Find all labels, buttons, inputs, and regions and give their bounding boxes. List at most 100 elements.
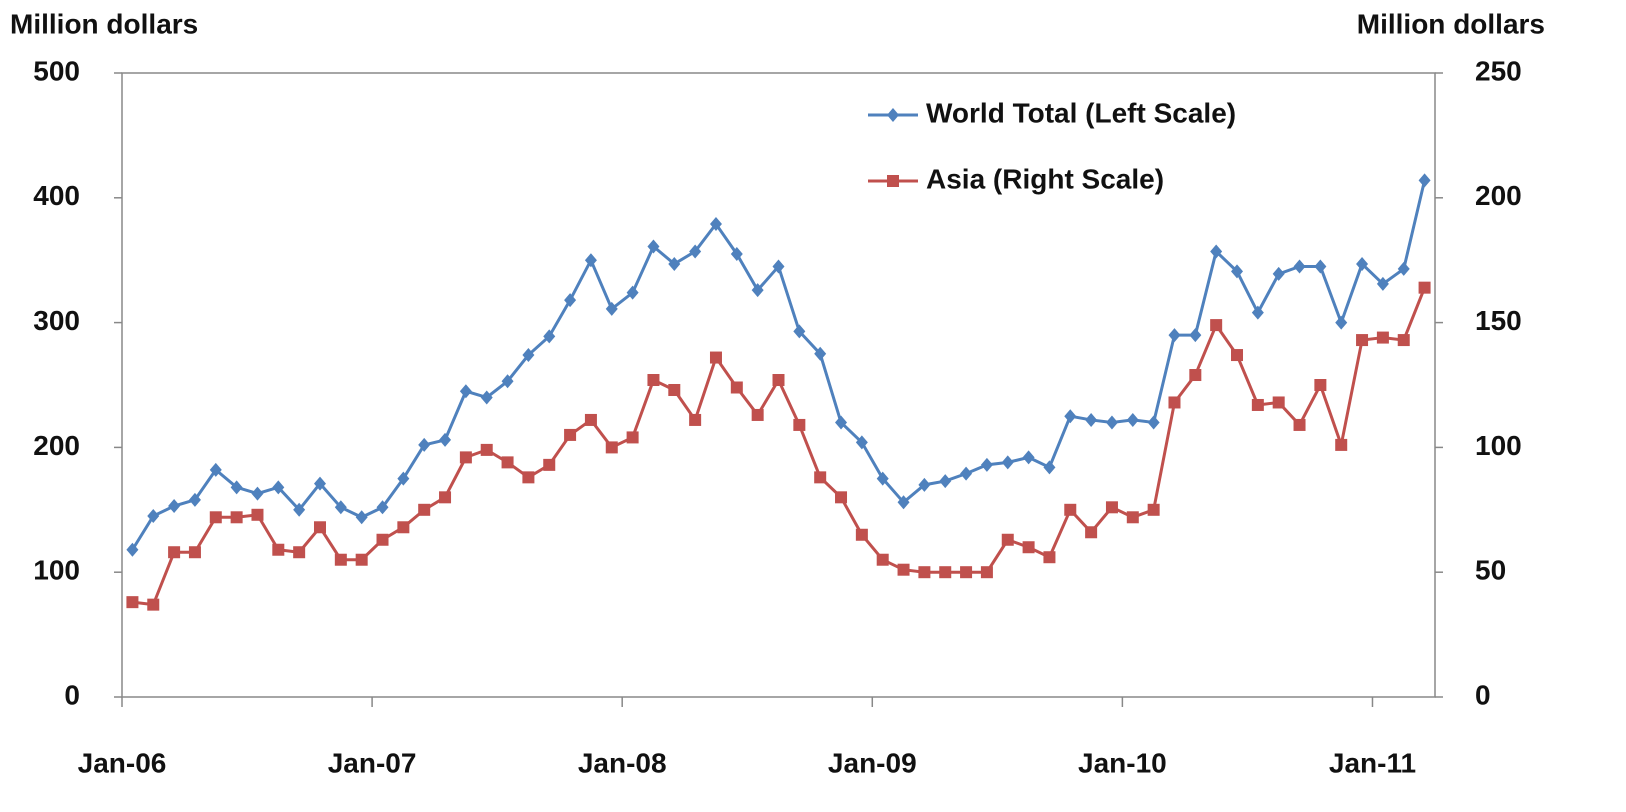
data-point bbox=[564, 293, 577, 308]
data-point bbox=[188, 492, 201, 507]
x-tick-label: Jan-06 bbox=[78, 747, 167, 778]
data-point bbox=[584, 413, 597, 426]
data-point bbox=[1085, 412, 1098, 427]
data-point bbox=[126, 596, 139, 609]
data-point bbox=[835, 491, 848, 504]
data-point bbox=[1189, 369, 1202, 382]
y-tick-label: 300 bbox=[33, 305, 80, 336]
data-point bbox=[772, 259, 785, 274]
y-axis-title: Million dollars bbox=[10, 8, 198, 39]
data-point bbox=[1147, 503, 1160, 516]
data-point bbox=[1126, 511, 1139, 524]
data-point bbox=[293, 546, 306, 559]
data-point bbox=[168, 546, 181, 559]
data-point bbox=[439, 491, 452, 504]
data-point bbox=[1397, 261, 1410, 276]
data-point bbox=[751, 408, 764, 421]
data-point bbox=[1293, 418, 1306, 431]
data-point bbox=[814, 471, 827, 484]
data-point bbox=[689, 244, 702, 259]
data-point bbox=[1418, 281, 1431, 294]
data-point bbox=[209, 462, 222, 477]
data-point bbox=[709, 217, 722, 232]
data-point bbox=[793, 418, 806, 431]
y2-tick-label: 50 bbox=[1475, 555, 1506, 586]
data-point bbox=[459, 384, 472, 399]
data-point bbox=[1210, 319, 1223, 332]
data-point bbox=[397, 471, 410, 486]
data-point bbox=[751, 283, 764, 298]
data-point bbox=[251, 508, 264, 521]
series-line bbox=[132, 287, 1426, 607]
data-point bbox=[1231, 349, 1244, 362]
data-point bbox=[1210, 244, 1223, 259]
data-point bbox=[313, 476, 326, 491]
data-point bbox=[647, 374, 660, 387]
data-point bbox=[1356, 334, 1369, 347]
legend-label: World Total (Left Scale) bbox=[926, 97, 1236, 128]
data-point bbox=[730, 246, 743, 261]
data-point bbox=[647, 239, 660, 254]
legend-marker bbox=[887, 108, 899, 122]
data-point bbox=[1022, 541, 1035, 554]
data-point bbox=[1314, 259, 1327, 274]
data-point bbox=[543, 458, 556, 471]
x-tick-label: Jan-11 bbox=[1329, 747, 1416, 778]
data-point bbox=[980, 457, 993, 472]
data-point bbox=[522, 471, 535, 484]
data-point bbox=[459, 451, 472, 464]
data-point bbox=[605, 301, 618, 316]
data-point bbox=[1064, 409, 1077, 424]
data-point bbox=[313, 521, 326, 534]
data-point bbox=[1043, 460, 1056, 475]
data-point bbox=[480, 390, 493, 405]
data-point bbox=[501, 374, 514, 389]
legend-marker bbox=[887, 175, 899, 187]
data-point bbox=[230, 511, 243, 524]
data-point bbox=[939, 566, 952, 579]
data-point bbox=[418, 503, 431, 516]
data-point bbox=[1001, 455, 1014, 470]
plot-frame bbox=[121, 72, 1436, 698]
data-point bbox=[251, 486, 264, 501]
data-point bbox=[522, 348, 535, 363]
data-point bbox=[1105, 415, 1118, 430]
data-point bbox=[209, 511, 222, 524]
data-point bbox=[897, 563, 910, 576]
data-point bbox=[418, 437, 431, 452]
data-point bbox=[272, 480, 285, 495]
data-point bbox=[1126, 412, 1139, 427]
data-point bbox=[480, 443, 493, 456]
y2-tick-label: 0 bbox=[1475, 679, 1491, 710]
data-point bbox=[1397, 334, 1410, 347]
data-point bbox=[355, 553, 368, 566]
data-point bbox=[147, 598, 160, 611]
data-point bbox=[230, 480, 243, 495]
data-point bbox=[147, 509, 160, 524]
data-point bbox=[855, 435, 868, 450]
data-point bbox=[1272, 396, 1285, 409]
data-point bbox=[376, 500, 389, 515]
series-line bbox=[131, 179, 1427, 551]
data-point bbox=[1168, 396, 1181, 409]
data-point bbox=[543, 329, 556, 344]
data-point bbox=[293, 502, 306, 517]
data-point bbox=[835, 415, 848, 430]
data-point bbox=[1251, 305, 1264, 320]
data-point bbox=[939, 474, 952, 489]
data-point bbox=[168, 499, 181, 514]
x-tick-label: Jan-09 bbox=[828, 747, 917, 778]
data-point bbox=[626, 431, 639, 444]
data-point bbox=[897, 495, 910, 510]
data-point bbox=[855, 528, 868, 541]
data-point bbox=[1251, 398, 1264, 411]
data-point bbox=[980, 566, 993, 579]
data-point bbox=[1105, 501, 1118, 514]
y-tick-label: 200 bbox=[33, 430, 80, 461]
data-point bbox=[501, 456, 514, 469]
data-point bbox=[439, 432, 452, 447]
data-point bbox=[1001, 533, 1014, 546]
data-point bbox=[709, 351, 722, 364]
data-point bbox=[689, 413, 702, 426]
